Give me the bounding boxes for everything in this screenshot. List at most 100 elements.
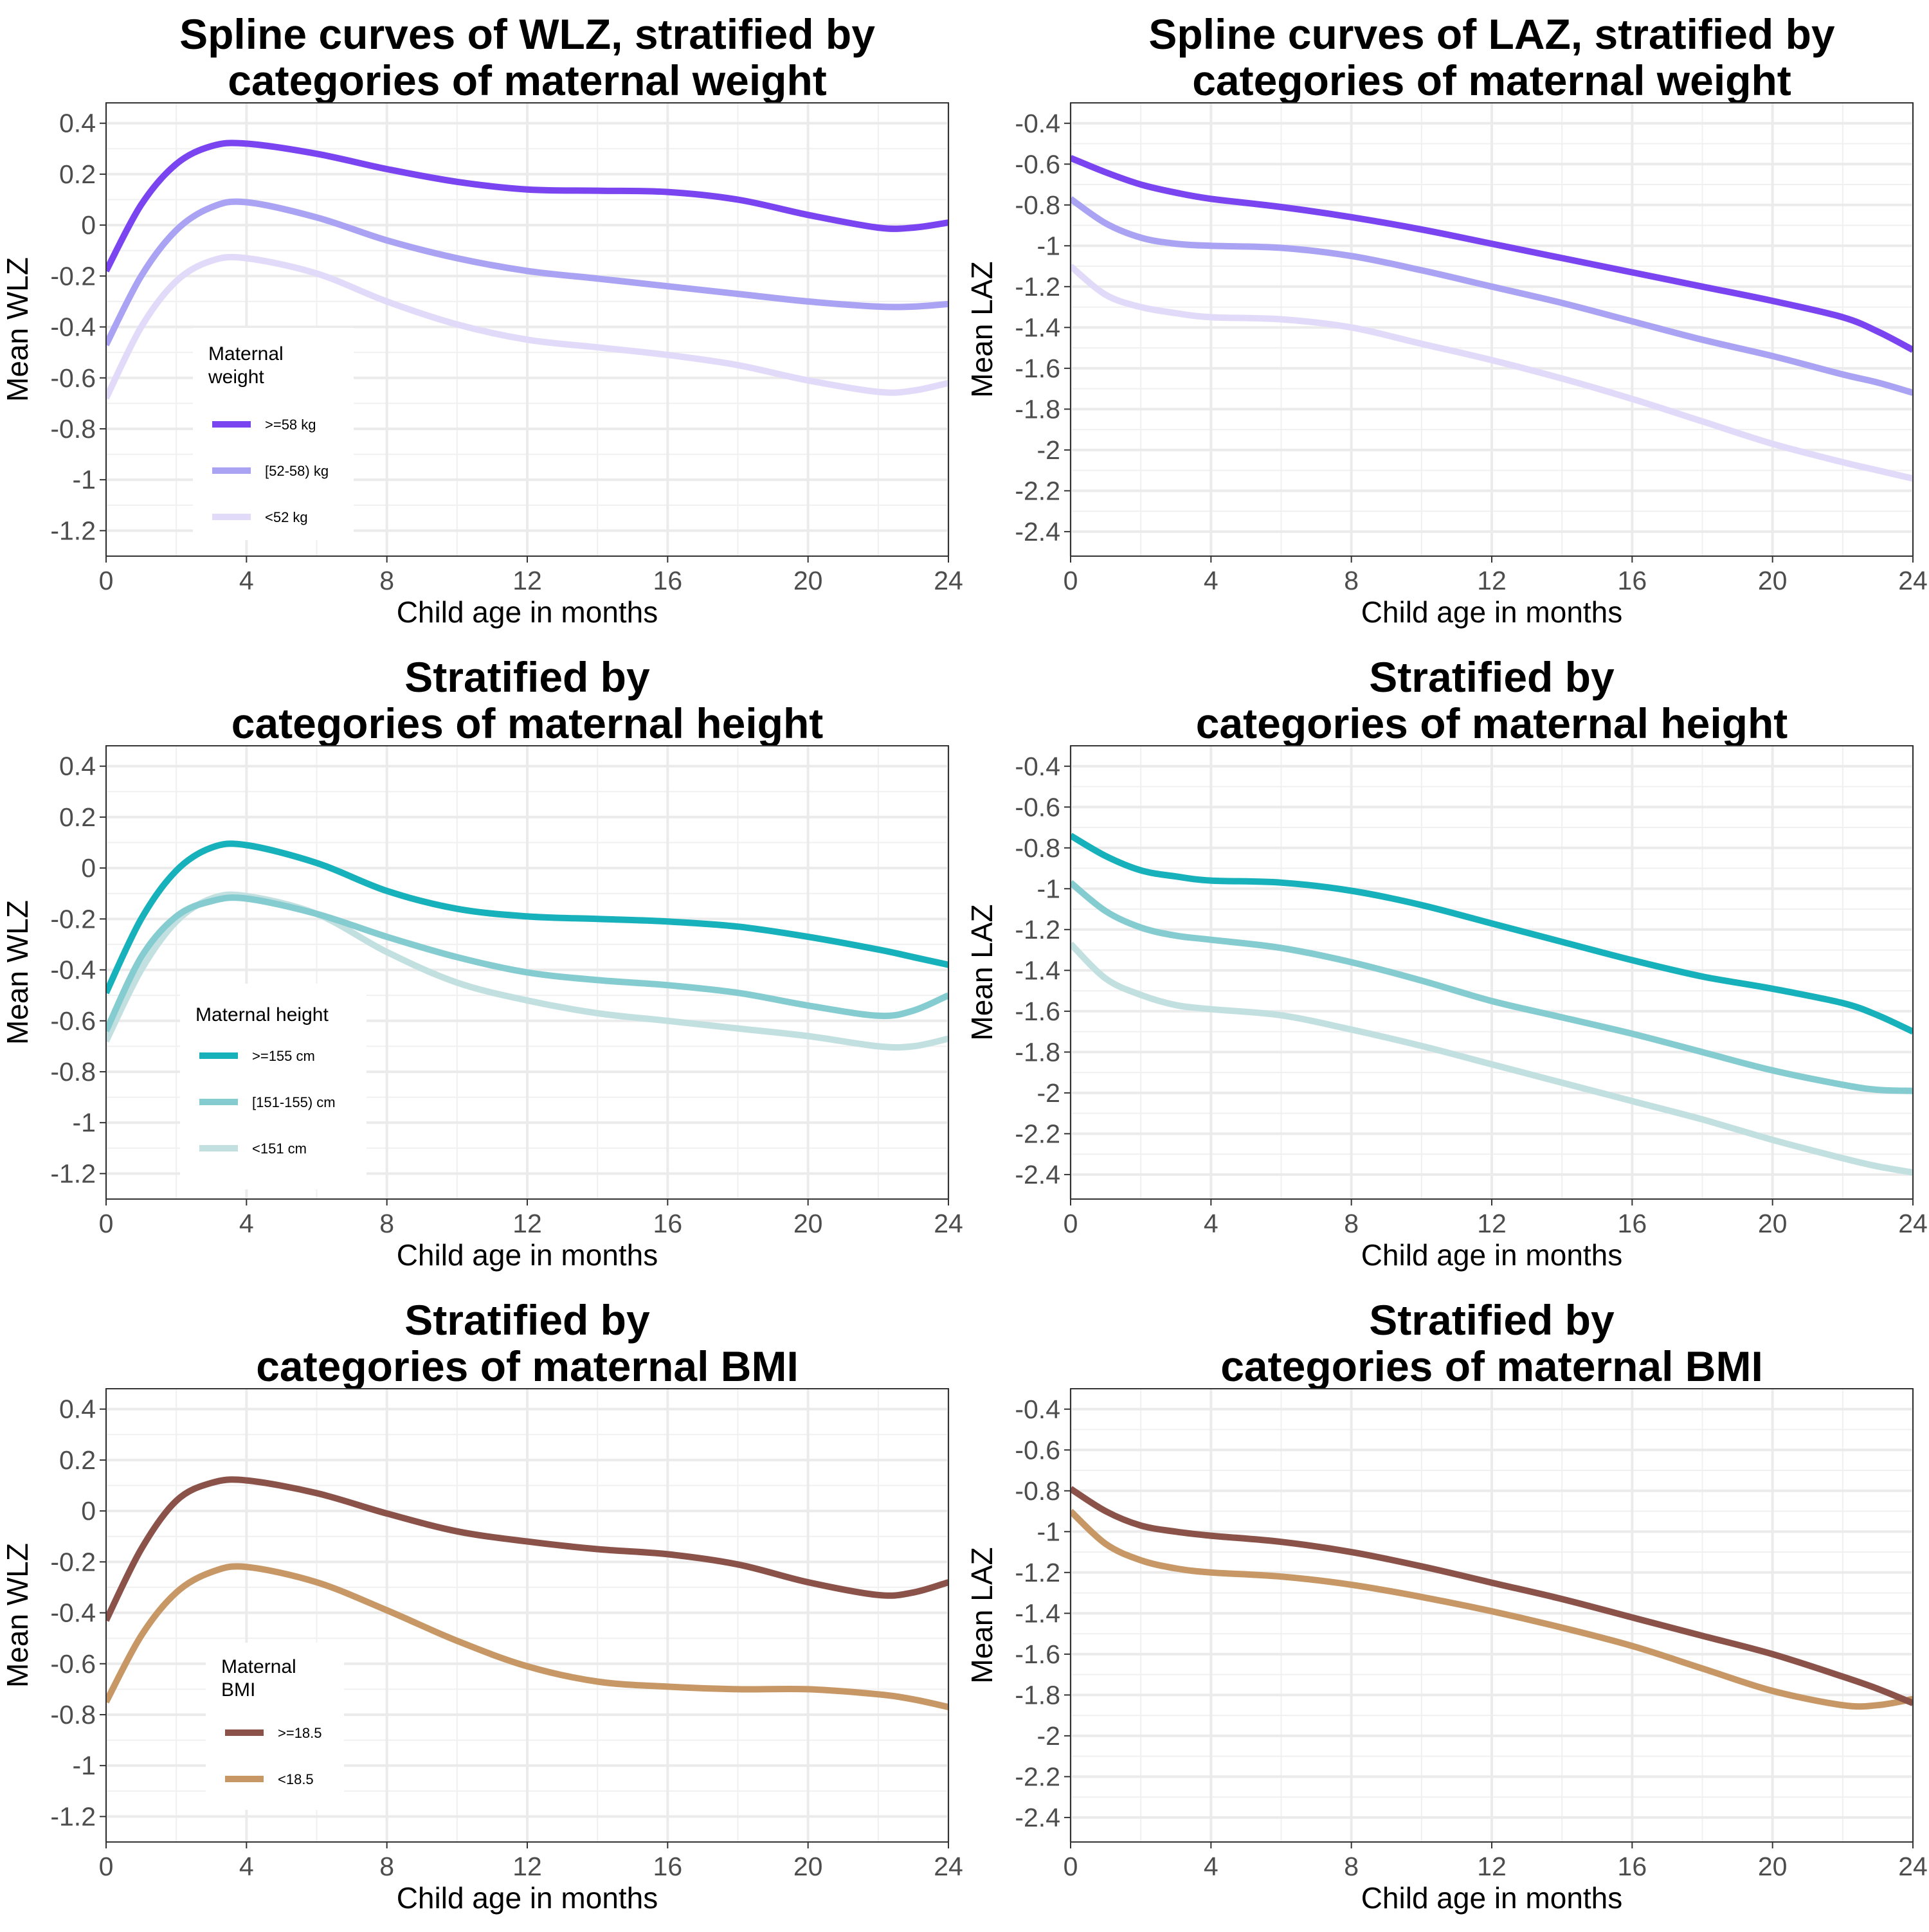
x-tick-label: 12 xyxy=(512,566,542,595)
y-tick-label: -1.2 xyxy=(50,516,96,545)
x-tick-label: 20 xyxy=(793,1209,823,1238)
panel-border xyxy=(1070,745,1914,1200)
chart-title: categories of maternal weight xyxy=(1192,57,1791,104)
panel-border xyxy=(105,1388,949,1843)
x-tick-label: 20 xyxy=(1758,566,1788,595)
legend-title: weight xyxy=(208,366,264,388)
legend-label: >=18.5 xyxy=(278,1725,322,1741)
y-tick-label: -0.8 xyxy=(50,414,96,444)
x-tick-label: 4 xyxy=(1204,1852,1218,1881)
y-tick-label: -1.2 xyxy=(1015,1558,1060,1587)
chart-title: Stratified by xyxy=(1369,1296,1615,1344)
legend-box xyxy=(180,984,367,1189)
series-line xyxy=(106,894,948,1033)
x-tick-label: 24 xyxy=(934,1852,963,1881)
y-tick-label: 0.4 xyxy=(59,109,96,138)
x-tick-label: 16 xyxy=(1618,1209,1647,1238)
series-line xyxy=(1071,155,1913,353)
x-tick-label: 24 xyxy=(1898,1852,1928,1881)
y-tick-label: -2.4 xyxy=(1015,517,1060,546)
x-tick-label: 0 xyxy=(1064,566,1078,595)
y-tick-label: -2.2 xyxy=(1015,476,1060,505)
x-tick-label: 12 xyxy=(512,1852,542,1881)
y-tick-label: -0.6 xyxy=(1015,792,1060,822)
y-tick-label: 0.4 xyxy=(59,1395,96,1424)
x-tick-label: 12 xyxy=(1477,1852,1507,1881)
x-tick-label: 4 xyxy=(1204,566,1218,595)
y-tick-label: -2.4 xyxy=(1015,1803,1060,1832)
y-tick-label: -1.2 xyxy=(1015,915,1060,944)
x-tick-label: 20 xyxy=(793,1852,823,1881)
series-line xyxy=(106,840,948,995)
x-tick-label: 16 xyxy=(653,1209,683,1238)
legend-label: >=58 kg xyxy=(265,417,316,433)
x-tick-label: 16 xyxy=(653,566,683,595)
series-line xyxy=(1071,1486,1913,1706)
y-tick-label: -0.2 xyxy=(50,261,96,291)
x-axis-label: Child age in months xyxy=(1361,595,1623,629)
x-tick-label: 4 xyxy=(239,1209,254,1238)
legend-label: <18.5 xyxy=(278,1771,314,1787)
y-tick-label: 0.2 xyxy=(59,1445,96,1475)
chart-panel: Spline curves of LAZ, stratified bycateg… xyxy=(965,10,1928,629)
panel-border xyxy=(105,102,949,557)
y-tick-label: -0.8 xyxy=(1015,833,1060,863)
y-tick-label: 0.2 xyxy=(59,802,96,832)
legend-title: Maternal xyxy=(208,343,284,365)
y-tick-label: -0.6 xyxy=(1015,1435,1060,1465)
x-tick-label: 20 xyxy=(793,566,823,595)
legend-title: Maternal height xyxy=(195,1004,329,1025)
x-tick-label: 8 xyxy=(379,566,394,595)
x-axis-label: Child age in months xyxy=(397,595,658,629)
y-tick-label: -2 xyxy=(1037,1721,1060,1751)
y-tick-label: -1.8 xyxy=(1015,1680,1060,1710)
series-group xyxy=(1071,833,1913,1176)
y-tick-label: -0.4 xyxy=(1015,752,1060,781)
chart-title: categories of maternal height xyxy=(231,700,824,747)
x-axis-label: Child age in months xyxy=(1361,1238,1623,1272)
x-tick-label: 24 xyxy=(934,566,963,595)
series-line xyxy=(1071,880,1913,1094)
y-tick-label: -0.8 xyxy=(1015,190,1060,220)
panel-border xyxy=(1070,102,1914,557)
chart-panel: Spline curves of WLZ, stratified bycateg… xyxy=(1,10,963,629)
chart-title: categories of maternal BMI xyxy=(256,1342,799,1390)
y-tick-label: -1 xyxy=(73,1751,96,1780)
y-axis-label: Mean LAZ xyxy=(965,904,999,1040)
y-tick-label: -0.4 xyxy=(50,312,96,342)
x-tick-label: 12 xyxy=(512,1209,542,1238)
chart-title: Spline curves of WLZ, stratified by xyxy=(179,10,875,58)
series-group xyxy=(106,1476,948,1710)
y-tick-label: -0.6 xyxy=(1015,149,1060,179)
y-tick-label: 0 xyxy=(81,853,96,883)
x-tick-label: 0 xyxy=(1064,1209,1078,1238)
x-tick-label: 8 xyxy=(1344,1209,1359,1238)
y-tick-label: -1 xyxy=(1037,231,1060,260)
chart-title: Stratified by xyxy=(404,1296,650,1344)
y-axis-label: Mean LAZ xyxy=(965,261,999,397)
x-tick-label: 12 xyxy=(1477,566,1507,595)
series-line xyxy=(1071,833,1913,1035)
y-tick-label: -0.8 xyxy=(1015,1476,1060,1506)
y-tick-label: 0 xyxy=(81,1496,96,1526)
y-tick-label: -0.6 xyxy=(50,1649,96,1679)
y-axis-label: Mean LAZ xyxy=(965,1547,999,1683)
y-tick-label: -0.2 xyxy=(50,904,96,934)
chart-title: categories of maternal weight xyxy=(228,57,827,104)
y-axis-label: Mean WLZ xyxy=(1,1543,34,1688)
y-axis-label: Mean WLZ xyxy=(1,900,34,1045)
series-group xyxy=(1071,155,1913,482)
series-group xyxy=(1071,1486,1913,1710)
y-tick-label: -2.2 xyxy=(1015,1762,1060,1791)
x-tick-label: 16 xyxy=(1618,1852,1647,1881)
y-tick-label: -2.2 xyxy=(1015,1119,1060,1148)
x-tick-label: 16 xyxy=(1618,566,1647,595)
y-tick-label: -1.4 xyxy=(1015,955,1060,985)
x-tick-label: 8 xyxy=(379,1852,394,1881)
x-tick-label: 8 xyxy=(1344,566,1359,595)
series-line xyxy=(1071,196,1913,396)
x-tick-label: 16 xyxy=(653,1852,683,1881)
